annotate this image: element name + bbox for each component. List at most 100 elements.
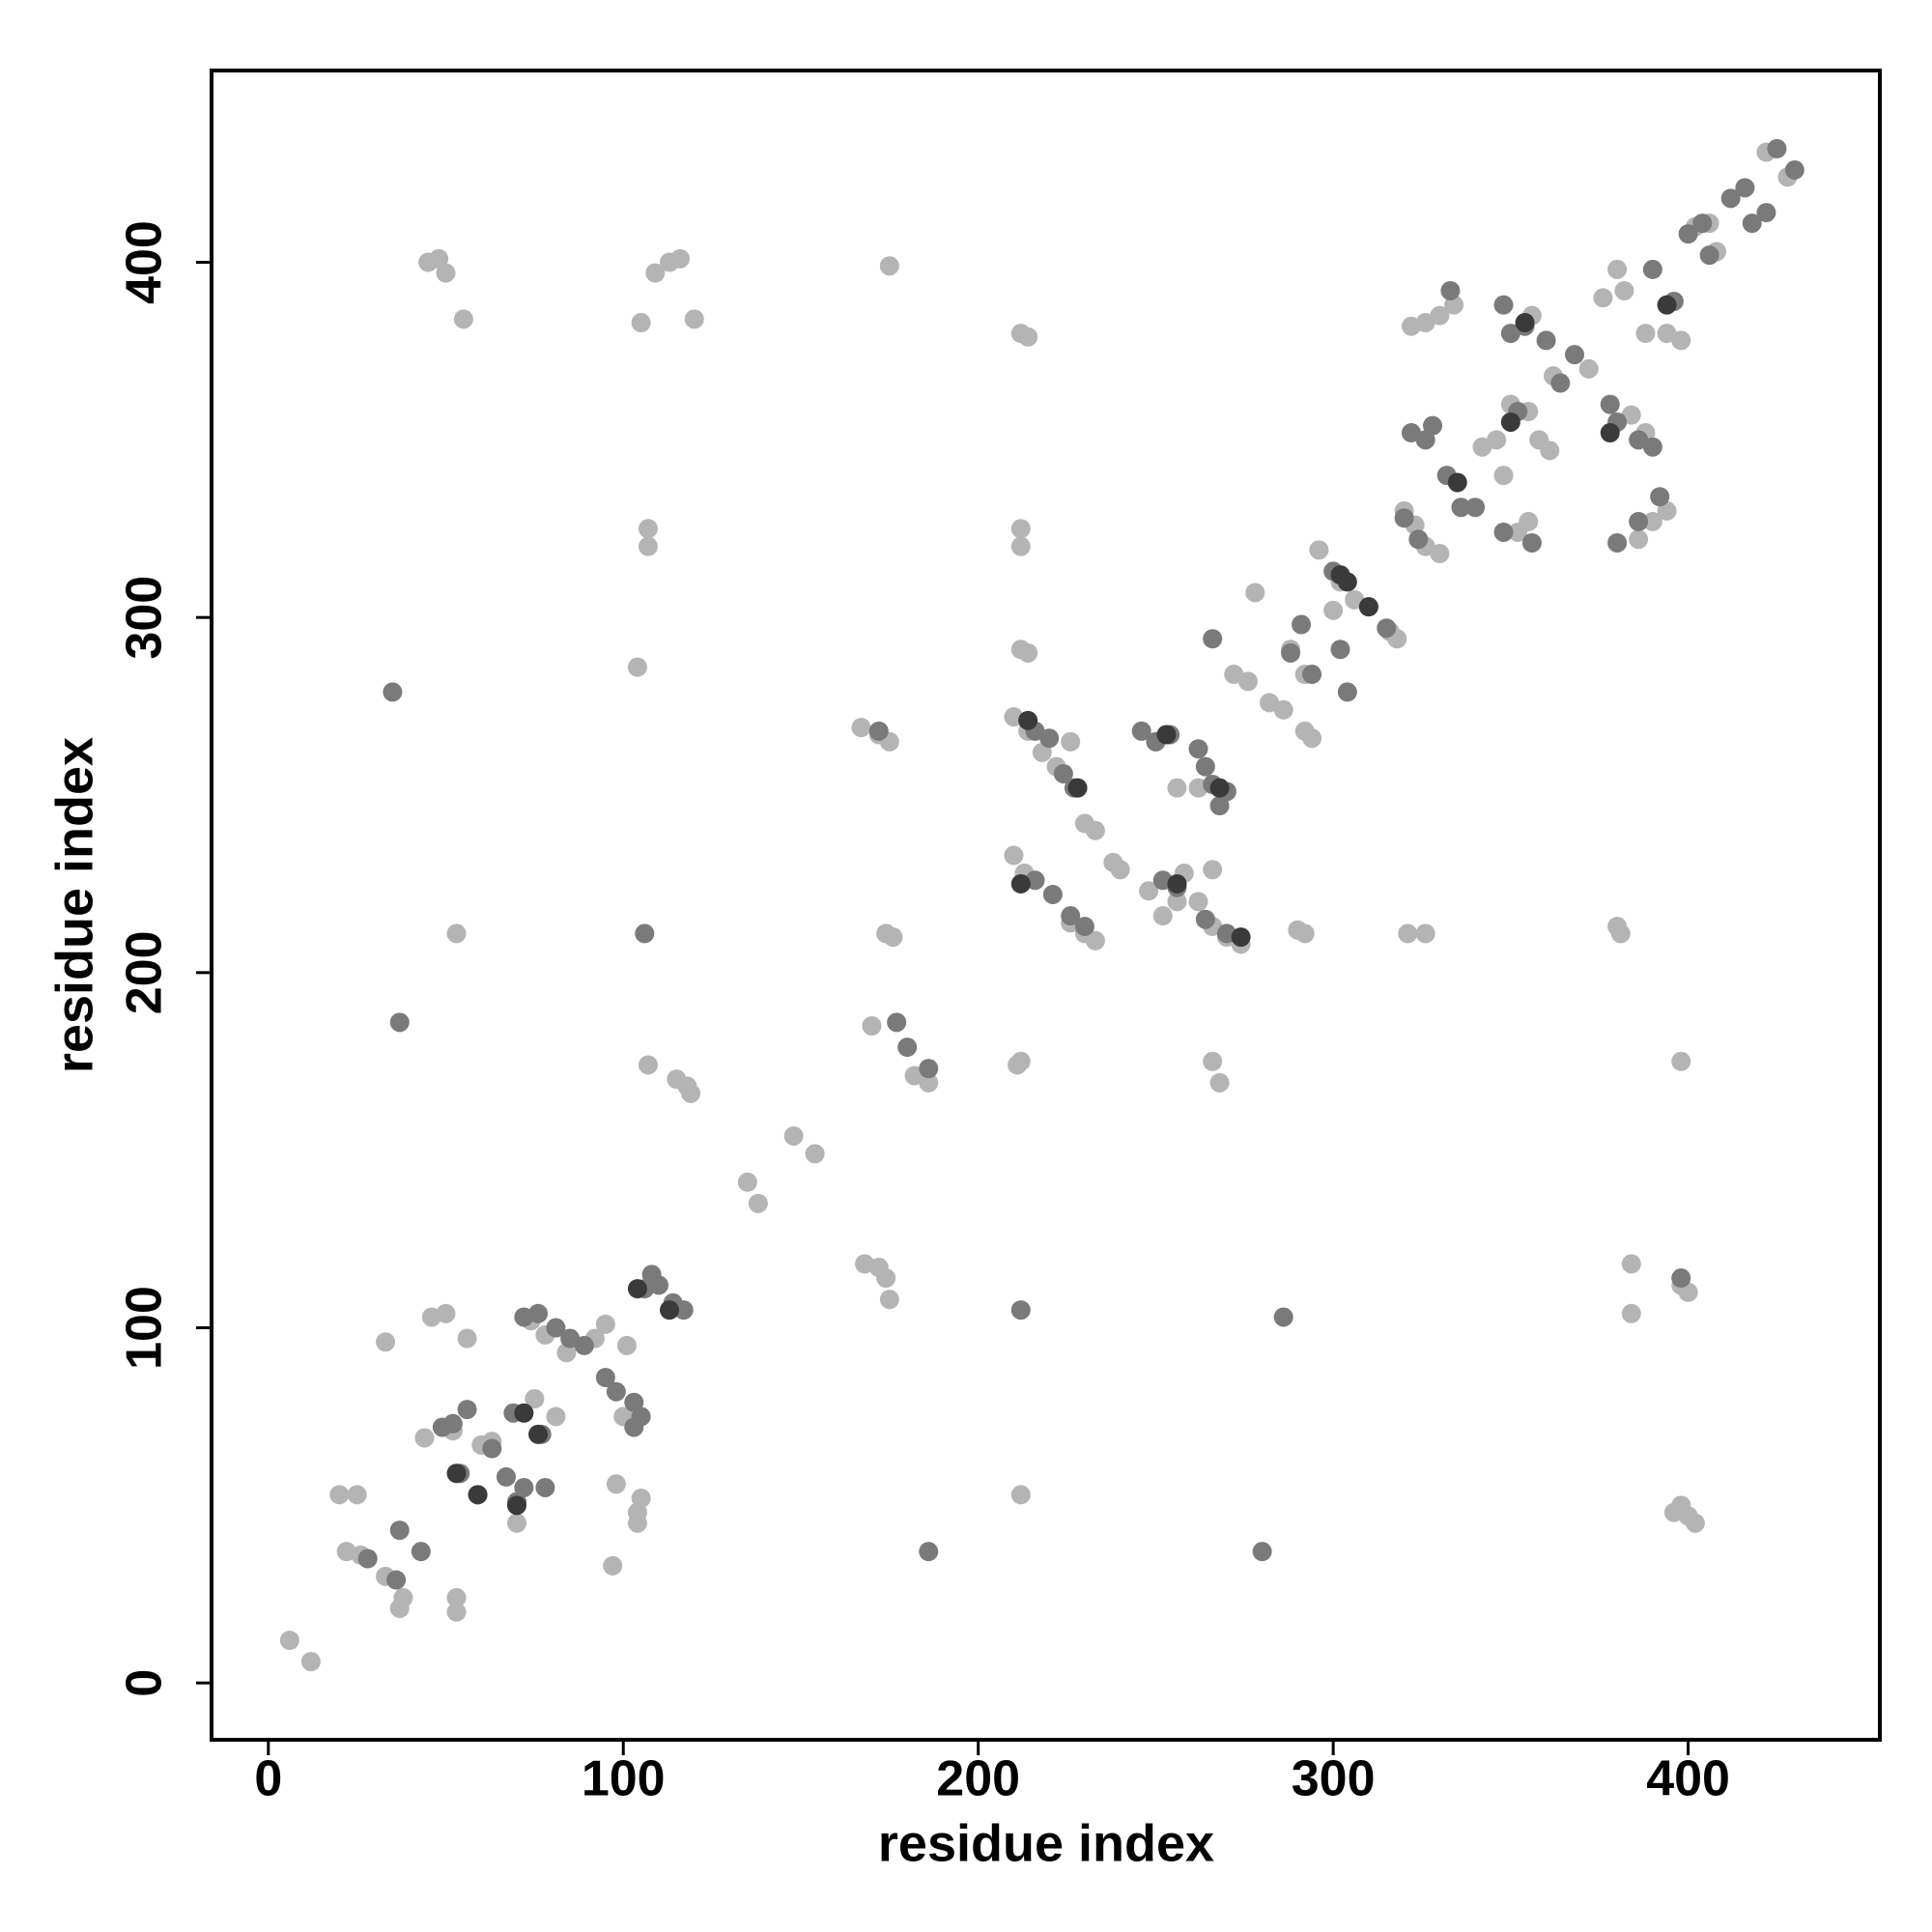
point — [1430, 544, 1450, 564]
point — [1642, 259, 1662, 279]
point — [595, 1314, 615, 1334]
point — [1203, 860, 1223, 880]
point — [1508, 522, 1528, 542]
point — [1209, 778, 1230, 798]
point — [446, 1463, 467, 1484]
point — [1515, 313, 1535, 333]
point — [624, 1417, 644, 1437]
point — [525, 1389, 545, 1409]
point — [1465, 497, 1486, 518]
point — [1756, 203, 1776, 223]
point — [1493, 522, 1514, 542]
point — [638, 1055, 658, 1075]
point — [446, 923, 467, 944]
points — [279, 138, 1804, 1672]
point — [1607, 259, 1628, 279]
point — [1237, 671, 1258, 692]
point — [1323, 600, 1344, 620]
point — [442, 1413, 463, 1434]
point — [383, 682, 403, 702]
y-tick-label: 0 — [117, 1669, 173, 1697]
point — [446, 1602, 467, 1622]
point — [453, 309, 473, 329]
point — [868, 721, 889, 741]
point — [457, 1328, 477, 1349]
point — [1018, 642, 1038, 663]
point — [1657, 295, 1677, 315]
point — [1042, 884, 1063, 904]
point — [528, 1424, 549, 1444]
point — [1085, 820, 1105, 840]
point — [648, 1275, 668, 1295]
point — [879, 1290, 899, 1310]
point — [1039, 728, 1060, 749]
point — [627, 657, 647, 677]
point — [329, 1485, 350, 1505]
point — [645, 263, 666, 283]
point — [1487, 430, 1507, 450]
point — [1273, 699, 1293, 720]
point — [546, 1318, 566, 1338]
x-tick-label: 100 — [582, 1751, 666, 1807]
point — [1053, 763, 1073, 783]
x-tick-label: 200 — [936, 1751, 1020, 1807]
point — [436, 263, 456, 283]
point — [386, 1570, 407, 1590]
point — [1650, 487, 1670, 507]
point — [1074, 917, 1094, 937]
point — [1252, 1542, 1272, 1562]
point — [1394, 508, 1414, 528]
y-tick-label: 200 — [117, 930, 173, 1014]
point — [673, 1300, 694, 1321]
point — [1167, 873, 1187, 894]
point — [1139, 881, 1159, 901]
point — [660, 1300, 680, 1321]
point — [1614, 280, 1634, 300]
point — [468, 1485, 488, 1505]
point — [783, 1125, 804, 1146]
point — [357, 1548, 378, 1569]
point — [436, 1303, 456, 1323]
point — [883, 927, 903, 948]
x-tick-label: 400 — [1646, 1751, 1730, 1807]
point — [1085, 930, 1105, 951]
point — [606, 1474, 626, 1494]
point — [1671, 330, 1691, 351]
point — [1600, 423, 1620, 443]
point — [1564, 345, 1584, 365]
point — [1209, 1072, 1230, 1093]
point — [1440, 280, 1461, 300]
point — [1408, 529, 1429, 550]
point — [1398, 923, 1418, 944]
point — [514, 1403, 534, 1423]
point — [876, 1268, 896, 1289]
point — [1767, 138, 1787, 158]
point — [1600, 394, 1620, 414]
point — [805, 1144, 825, 1164]
point — [1167, 892, 1187, 912]
point — [1540, 440, 1560, 461]
point — [1415, 923, 1435, 944]
point — [748, 1193, 768, 1213]
point — [1607, 532, 1628, 553]
point — [1451, 497, 1471, 518]
point — [389, 1520, 410, 1541]
point — [862, 1016, 882, 1037]
point — [1593, 288, 1613, 308]
point — [684, 309, 704, 329]
point — [1010, 873, 1031, 894]
x-tick-label: 0 — [254, 1751, 282, 1807]
point — [1061, 731, 1081, 752]
point — [681, 1083, 701, 1103]
point — [1067, 778, 1088, 798]
point — [411, 1542, 431, 1562]
point — [1642, 437, 1662, 457]
point — [1784, 159, 1804, 180]
y-tick-label: 100 — [117, 1286, 173, 1370]
point — [919, 1072, 939, 1093]
point — [1203, 1051, 1223, 1071]
point — [1203, 629, 1223, 649]
point — [1610, 923, 1631, 944]
point — [670, 248, 691, 269]
point — [1720, 188, 1741, 209]
